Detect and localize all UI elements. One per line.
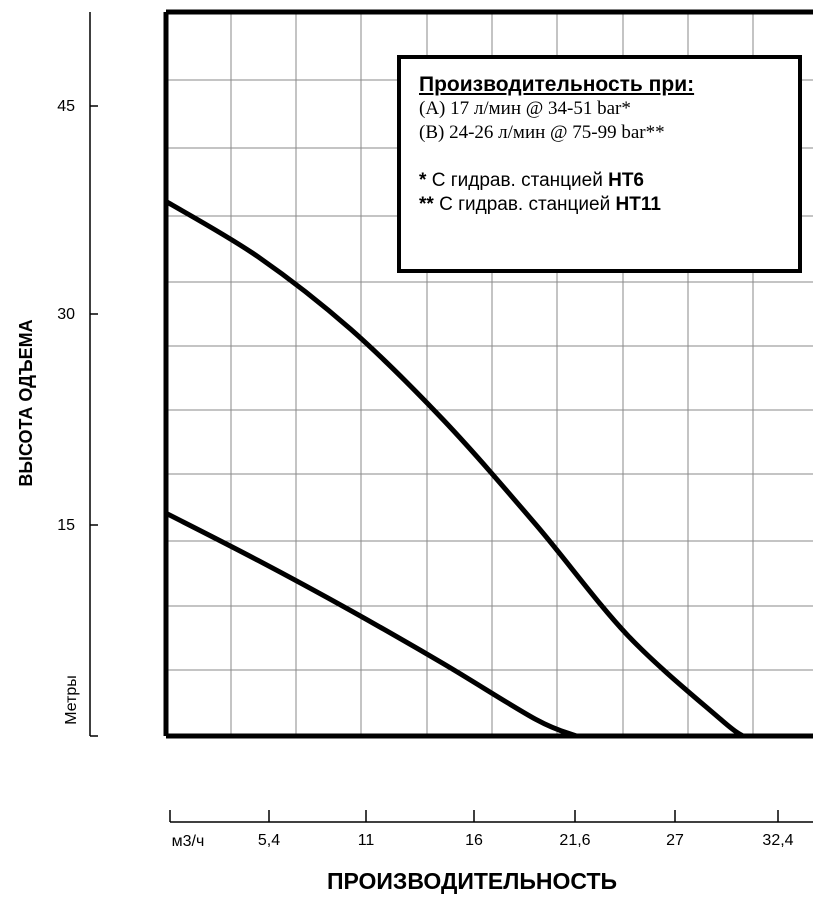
legend-line-a: (A) 17 л/мин @ 34-51 bar* (419, 98, 631, 119)
y-axis: 45 30 15 Метры ВЫСОТА ОДЪЕМА (16, 12, 98, 737)
y-unit-label: Метры (63, 675, 80, 725)
x-axis-title: ПРОИЗВОДИТЕЛЬНОСТЬ (327, 868, 617, 894)
legend-spacer (419, 145, 798, 169)
x-unit-label: м3/ч (172, 833, 205, 850)
note-1-text: С гидрав. станцией (431, 170, 603, 191)
legend-box: Производительность при: (A) 17 л/мин @ 3… (397, 55, 802, 273)
series-line-lower (163, 510, 579, 739)
x-tick-label: 5,4 (258, 832, 280, 849)
x-tick-label: 11 (358, 832, 375, 849)
y-tick-label: 30 (57, 306, 75, 323)
series-line-upper (163, 198, 746, 739)
legend-title: Производительность при: (419, 73, 695, 96)
x-tick-label: 16 (465, 832, 483, 849)
y-axis-title: ВЫСОТА ОДЪЕМА (16, 319, 36, 486)
x-tick-label: 27 (666, 832, 684, 849)
x-tick-label: 21,6 (559, 832, 590, 849)
chart-curves (163, 198, 746, 739)
note-2-model: HT11 (615, 194, 661, 215)
note-1-mark: * (419, 170, 427, 191)
chart-frame (163, 9, 813, 739)
x-axis: м3/ч 5,4 11 16 21,6 27 32,4 ПРОИЗВОДИТЕЛ… (169, 810, 813, 894)
legend-note-2: ** С гидрав. станцией HT11 (419, 193, 798, 217)
y-tick-label: 45 (57, 98, 75, 115)
legend-line-b: (B) 24-26 л/мин @ 75-99 bar** (419, 122, 665, 143)
note-1-model: HT6 (608, 170, 645, 191)
x-tick-label: 32,4 (762, 832, 793, 849)
y-tick-label: 15 (57, 517, 75, 534)
note-2-text: С гидрав. станцией (439, 194, 611, 215)
note-2-mark: ** (419, 194, 434, 215)
legend-note-1: * С гидрав. станцией HT6 (419, 169, 798, 193)
